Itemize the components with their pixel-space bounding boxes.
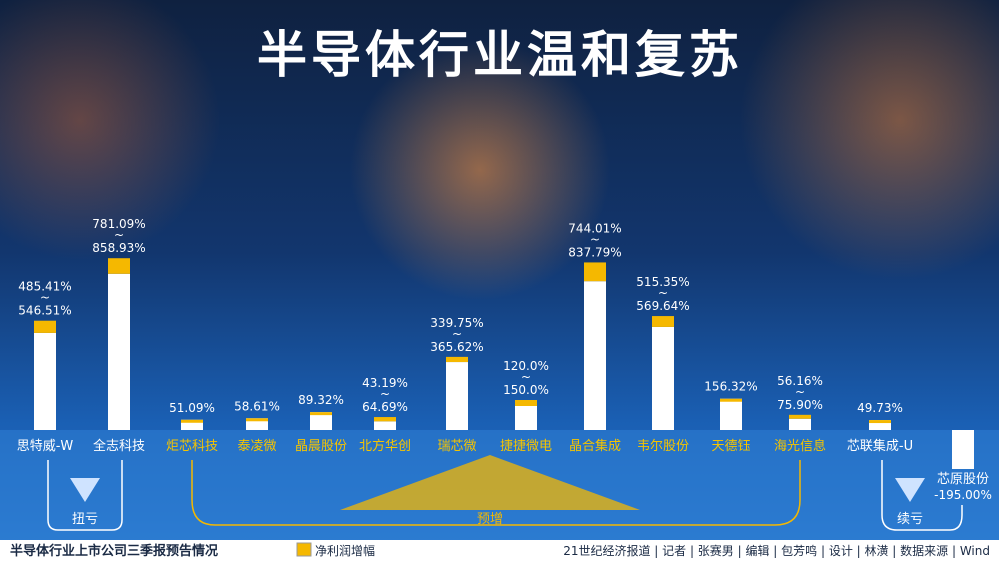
bar-cap <box>310 412 332 416</box>
bar <box>720 398 742 430</box>
x-tick-label: 天德钰 <box>711 439 750 454</box>
bar-cap <box>720 398 742 402</box>
bar <box>374 421 396 430</box>
tilde: ~ <box>590 232 600 246</box>
bar <box>584 281 606 430</box>
bar-range <box>584 262 606 282</box>
bar-range <box>34 320 56 333</box>
x-tick-label: 泰凌微 <box>237 439 276 454</box>
value-label: 546.51% <box>18 304 71 318</box>
bar <box>952 430 974 469</box>
tilde: ~ <box>521 370 531 384</box>
value-label: 858.93% <box>92 241 145 255</box>
x-tick-label: 芯联集成-U <box>847 438 913 454</box>
tilde: ~ <box>795 385 805 399</box>
bar <box>652 326 674 430</box>
value-label: 339.75% <box>430 316 483 330</box>
x-tick-label: 韦尔股份 <box>637 439 689 454</box>
x-tick-label: 北方华创 <box>359 438 411 454</box>
bar <box>869 420 891 430</box>
legend-label: 净利润增幅 <box>315 543 375 558</box>
bar <box>181 419 203 430</box>
value-label: 156.32% <box>704 380 757 394</box>
credits: 21世纪经济报道 | 记者 | 张赛男 | 编辑 | 包芳鸣 | 设计 | 林潢… <box>563 543 990 558</box>
legend-swatch <box>296 542 312 557</box>
value-label: 365.62% <box>430 340 483 354</box>
tilde: ~ <box>658 286 668 300</box>
arrow-icon <box>340 455 640 510</box>
bar <box>34 332 56 430</box>
bracket <box>47 460 123 531</box>
bracket <box>191 460 801 526</box>
x-tick-label: 晶晨股份 <box>295 439 347 454</box>
value-label: 56.16% <box>777 374 823 388</box>
value-label: 89.32% <box>298 393 344 407</box>
x-tick-label: 思特威-W <box>17 439 74 454</box>
bar-range <box>515 400 537 406</box>
bar-range <box>652 316 674 327</box>
bar-range <box>789 414 811 419</box>
subtitle: 半导体行业上市公司三季报预告情况 <box>10 543 218 559</box>
value-label: 120.0% <box>503 359 549 373</box>
x-tick-label: 捷捷微电 <box>500 439 552 454</box>
bar <box>446 362 468 430</box>
footer-band <box>0 540 999 561</box>
bar-cap <box>869 420 891 424</box>
x-tick-label: 芯原股份 <box>937 472 989 487</box>
bar <box>789 418 811 430</box>
x-tick-label: 瑞芯微 <box>437 439 476 454</box>
bar <box>108 273 130 430</box>
tilde: ~ <box>380 387 390 401</box>
tilde: ~ <box>40 291 50 305</box>
arrow-icon <box>70 478 100 502</box>
value-label: 51.09% <box>169 401 215 415</box>
group-label: 扭亏 <box>72 512 98 527</box>
value-label: 781.09% <box>92 217 145 231</box>
value-label: 485.41% <box>18 280 71 294</box>
x-tick-label: 全志科技 <box>93 438 145 454</box>
value-label: 569.64% <box>636 299 689 313</box>
bar <box>310 412 332 430</box>
value-label: 515.35% <box>636 275 689 289</box>
x-tick-label: 炬芯科技 <box>166 439 218 454</box>
value-label: 43.19% <box>362 376 408 390</box>
value-label: 150.0% <box>503 383 549 397</box>
bar-range <box>446 356 468 363</box>
chart-title: 半导体行业温和复苏 <box>257 26 743 84</box>
value-label: 49.73% <box>857 401 903 415</box>
bar-cap <box>246 418 268 422</box>
value-label: -195.00% <box>934 488 992 502</box>
value-label: 837.79% <box>568 245 621 259</box>
value-label: 75.90% <box>777 398 823 412</box>
group-label: 续亏 <box>897 512 923 527</box>
bar <box>246 418 268 430</box>
value-label: 58.61% <box>234 399 280 413</box>
group-label: 预增 <box>477 512 503 527</box>
bracket <box>881 460 963 531</box>
tilde: ~ <box>452 327 462 341</box>
bar <box>515 406 537 430</box>
x-tick-label: 晶合集成 <box>569 438 621 454</box>
bar-range <box>374 417 396 422</box>
value-label: 64.69% <box>362 400 408 414</box>
value-label: 744.01% <box>568 221 621 235</box>
arrow-icon <box>895 478 925 502</box>
bar-cap <box>181 419 203 423</box>
tilde: ~ <box>114 228 124 242</box>
x-tick-label: 海光信息 <box>774 438 826 454</box>
bar-range <box>108 258 130 274</box>
